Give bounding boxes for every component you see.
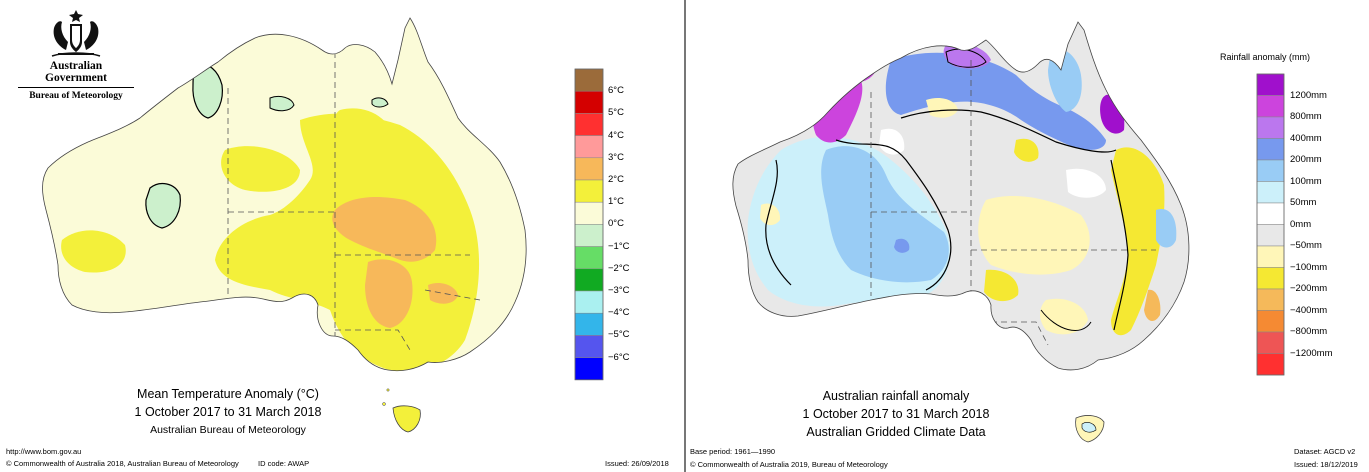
temperature-title-line-3: Australian Bureau of Meteorology (150, 424, 306, 436)
temperature-legend-label: 4°C (608, 129, 624, 141)
temperature-legend-swatch (574, 179, 604, 203)
rainfall-legend-label: 1200mm (1290, 89, 1327, 101)
rainfall-legend-swatch (1256, 73, 1285, 96)
rainfall-legend-label: −400mm (1290, 304, 1328, 316)
temperature-anomaly-panel: Australian Government Bureau of Meteorol… (0, 0, 684, 472)
panel-divider (684, 0, 686, 472)
rainfall-legend-swatch (1256, 245, 1285, 268)
rainfall-legend-swatch (1256, 353, 1285, 376)
rainfall-legend-label: −200mm (1290, 283, 1328, 294)
temperature-legend-label: −2°C (608, 262, 630, 274)
left-id-code: ID code: AWAP (258, 459, 310, 468)
rainfall-legend-label: 50mm (1290, 197, 1317, 208)
rainfall-legend-swatch (1256, 224, 1285, 247)
rainfall-legend-label: 0mm (1290, 218, 1312, 230)
temperature-legend-label: −5°C (608, 329, 630, 341)
rainfall-title-line-1: Australian rainfall anomaly (822, 389, 970, 403)
temperature-legend-label: −6°C (608, 351, 630, 363)
temperature-legend-swatch (574, 224, 604, 247)
rainfall-legend-swatch (1256, 181, 1285, 204)
logo-line-2: Bureau of Meteorology (29, 91, 123, 101)
rainfall-legend (1256, 73, 1285, 376)
rainfall-anomaly-panel: Rainfall anomaly (mm) 1200mm 800mm 400mm 20… (686, 0, 1369, 472)
rainfall-legend-swatch (1256, 159, 1285, 182)
rainfall-legend-label: 200mm (1290, 154, 1322, 165)
rainfall-legend-label: 800mm (1290, 111, 1322, 122)
rainfall-legend-swatch (1256, 202, 1285, 225)
temperature-legend-label: 2°C (608, 174, 624, 185)
temperature-legend-label: −1°C (608, 240, 630, 252)
rainfall-title-line-2: 1 October 2017 to 31 March 2018 (802, 407, 990, 421)
temperature-legend-swatch (574, 90, 604, 114)
temperature-legend-label: 1°C (608, 196, 624, 208)
rainfall-legend-label: 100mm (1290, 175, 1322, 187)
temperature-legend-frame (574, 68, 604, 381)
rainfall-title-line-3: Australian Gridded Climate Data (806, 425, 986, 439)
temperature-legend-label: 5°C (608, 107, 624, 119)
rainfall-anomaly-map (732, 21, 1190, 443)
bom-logo: Australian Government Bureau of Meteorol… (18, 10, 134, 101)
rainfall-legend-swatch (1256, 310, 1285, 333)
temperature-legend-swatch (574, 135, 604, 159)
temperature-legend-label: 0°C (608, 218, 624, 230)
base-period: Base period: 1961—1990 (690, 447, 776, 456)
rainfall-legend-label: −800mm (1290, 326, 1328, 337)
rainfall-map-title: Australian rainfall anomaly 1 October 20… (786, 387, 1006, 441)
rainfall-legend-label: 400mm (1290, 132, 1322, 144)
temperature-legend-swatch (574, 357, 604, 381)
temperature-legend-swatch (574, 268, 604, 292)
temperature-legend-swatch (574, 290, 604, 314)
temperature-legend-swatch (574, 335, 604, 358)
logo-divider (18, 87, 134, 88)
temperature-legend-swatch (574, 157, 604, 181)
temperature-legend-swatch (574, 113, 604, 136)
temperature-title-line-2: 1 October 2017 to 31 March 2018 (134, 405, 322, 419)
temperature-legend-label: −3°C (608, 285, 630, 296)
temperature-map-title: Mean Temperature Anomaly (°C) 1 October … (118, 385, 338, 439)
temperature-legend-label: 6°C (608, 85, 624, 97)
logo-line-1: Australian Government (45, 60, 107, 84)
left-copyright: © Commonwealth of Australia 2018, Austra… (6, 459, 239, 468)
right-issued-date: Issued: 18/12/2019 (1294, 460, 1358, 469)
temperature-title-line-1: Mean Temperature Anomaly (°C) (137, 387, 319, 401)
rainfall-legend-frame (1256, 73, 1285, 376)
temperature-legend (574, 68, 604, 381)
temperature-legend-label: 3°C (608, 151, 624, 163)
temperature-anomaly-map (42, 17, 527, 433)
temperature-legend-swatch (574, 68, 604, 92)
bom-url: http://www.bom.gov.au (6, 447, 82, 456)
rainfall-legend-swatch (1256, 331, 1285, 354)
dataset-label: Dataset: AGCD v2 (1294, 447, 1356, 456)
rainfall-legend-title: Rainfall anomaly (mm) (1220, 52, 1311, 62)
rainfall-legend-swatch (1256, 267, 1285, 290)
coat-of-arms-icon (51, 10, 101, 57)
rainfall-legend-label: −50mm (1290, 240, 1322, 251)
left-issued-date: Issued: 26/09/2018 (605, 459, 669, 468)
rainfall-legend-label: −1200mm (1290, 347, 1333, 359)
right-copyright: © Commonwealth of Australia 2019, Bureau… (690, 460, 888, 469)
temperature-legend-swatch (574, 312, 604, 336)
rainfall-legend-swatch (1256, 116, 1285, 139)
rainfall-legend-label: −100mm (1290, 261, 1328, 273)
temperature-legend-swatch (574, 201, 604, 225)
temperature-legend-swatch (574, 246, 604, 270)
temperature-legend-label: −4°C (608, 307, 630, 319)
rainfall-legend-swatch (1256, 138, 1285, 161)
rainfall-legend-swatch (1256, 288, 1285, 311)
rainfall-legend-swatch (1256, 95, 1285, 118)
